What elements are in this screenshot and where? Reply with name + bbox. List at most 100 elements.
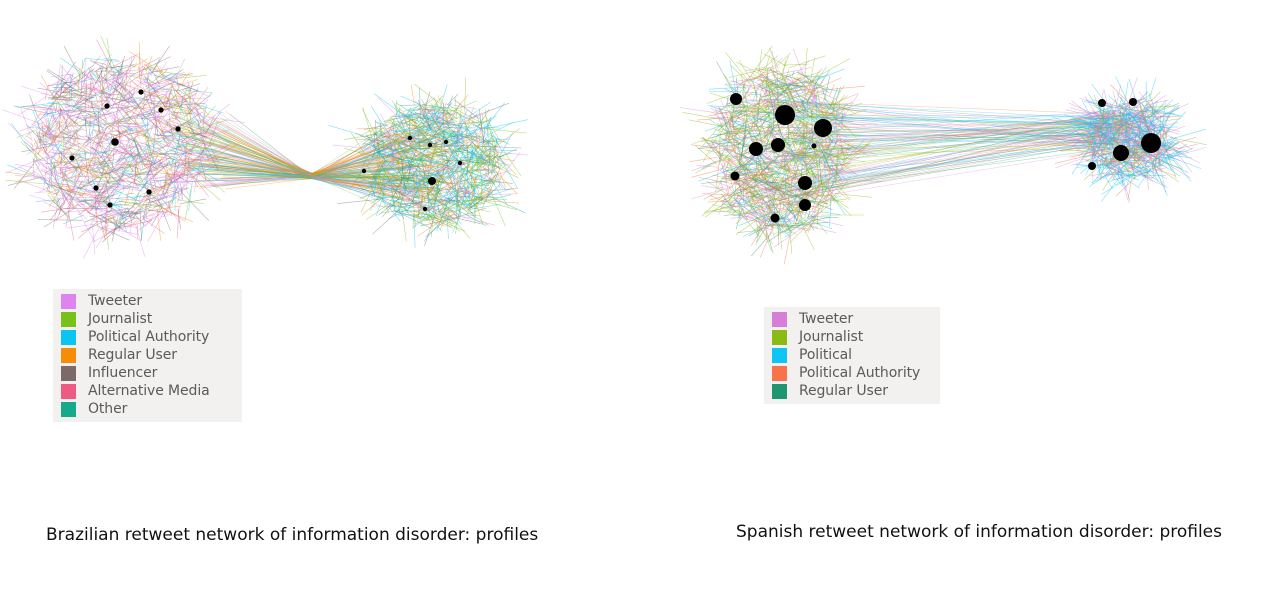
network-edge: [773, 79, 787, 85]
network-edge: [763, 53, 787, 67]
legend-label: Journalist: [88, 311, 153, 327]
network-edge: [209, 176, 313, 188]
network-edge: [201, 163, 207, 181]
network-edge: [67, 223, 96, 229]
network-edge: [105, 145, 128, 156]
network-edge: [383, 200, 401, 222]
network-edge: [756, 102, 774, 122]
network-edge: [43, 111, 57, 116]
network-edge: [48, 122, 60, 136]
network-edge: [39, 108, 78, 113]
network-edge: [85, 79, 107, 86]
network-edge: [396, 209, 410, 213]
network-edge: [450, 209, 459, 219]
network-edge: [774, 209, 797, 214]
network-edge: [445, 155, 450, 164]
network-edge: [64, 178, 85, 193]
network-edge: [65, 110, 69, 129]
network-edge: [785, 102, 805, 117]
network-edge: [168, 178, 180, 193]
network-edge: [1088, 115, 1096, 126]
network-edge: [109, 131, 115, 139]
network-edge: [140, 102, 148, 106]
network-edge: [738, 94, 775, 116]
network-edge: [1134, 93, 1153, 105]
network-edge: [723, 161, 729, 175]
network-edge: [733, 197, 771, 206]
legend-swatch: [61, 365, 76, 381]
network-edge: [185, 125, 204, 154]
network-edge: [126, 195, 129, 201]
network-edge: [752, 205, 762, 228]
network-edge: [153, 198, 158, 205]
network-edge: [419, 87, 421, 121]
network-edge: [835, 106, 859, 112]
network-edge: [99, 73, 145, 82]
network-edge: [459, 164, 462, 190]
network-edge: [106, 218, 135, 235]
network-edge: [812, 116, 1116, 143]
network-edge: [178, 155, 199, 188]
network-edge: [798, 218, 815, 251]
network-edge: [34, 191, 51, 193]
network-edge: [81, 160, 101, 188]
network-edge: [812, 114, 846, 117]
network-edge: [143, 66, 151, 83]
network-edge: [437, 163, 461, 170]
network-edge: [799, 137, 803, 150]
network-edge: [794, 132, 807, 143]
network-edge: [783, 102, 807, 109]
network-edge: [486, 138, 510, 141]
network-edge: [433, 102, 453, 123]
network-edge: [810, 205, 817, 219]
network-edge: [124, 210, 141, 215]
network-edge: [182, 193, 210, 221]
network-edge: [476, 165, 490, 171]
network-edge: [417, 114, 428, 127]
network-edge: [84, 80, 87, 92]
network-edge: [734, 180, 776, 193]
network-edge: [720, 109, 761, 125]
network-edge: [403, 169, 418, 184]
network-edge: [359, 152, 366, 159]
network-edge: [761, 55, 779, 71]
network-edge: [143, 164, 172, 175]
network-edge: [723, 148, 748, 164]
network-edge: [468, 134, 486, 162]
network-edge: [734, 129, 747, 133]
network-edge: [433, 136, 463, 144]
network-edge: [767, 67, 769, 74]
legend-label: Other: [88, 401, 128, 417]
network-edge: [791, 170, 815, 179]
network-edge: [719, 150, 722, 162]
network-edge: [754, 199, 785, 205]
network-edge: [169, 148, 193, 159]
network-edge: [69, 89, 97, 97]
network-edge: [147, 213, 154, 216]
network-edge: [63, 82, 77, 84]
network-edge: [1157, 140, 1179, 160]
network-edge: [487, 117, 492, 131]
network-edge: [446, 176, 466, 203]
network-edge: [706, 94, 732, 104]
network-hub-node: [428, 177, 436, 185]
network-edge: [165, 139, 173, 142]
network-edge: [422, 182, 437, 200]
network-edge: [158, 136, 174, 170]
network-edge: [99, 133, 107, 148]
network-edge: [424, 211, 437, 246]
network-edge: [483, 102, 505, 130]
network-edge: [71, 91, 87, 110]
network-edge: [392, 138, 409, 152]
network-edge: [761, 161, 785, 164]
network-edge: [93, 61, 107, 65]
network-edge: [715, 142, 748, 160]
network-edge: [750, 71, 771, 89]
network-edge: [758, 153, 770, 170]
network-edge: [814, 86, 841, 92]
network-edge: [463, 199, 475, 209]
network-edge: [51, 82, 67, 100]
network-edge: [815, 219, 843, 226]
network-edge: [1158, 141, 1172, 166]
network-edge: [401, 160, 411, 194]
